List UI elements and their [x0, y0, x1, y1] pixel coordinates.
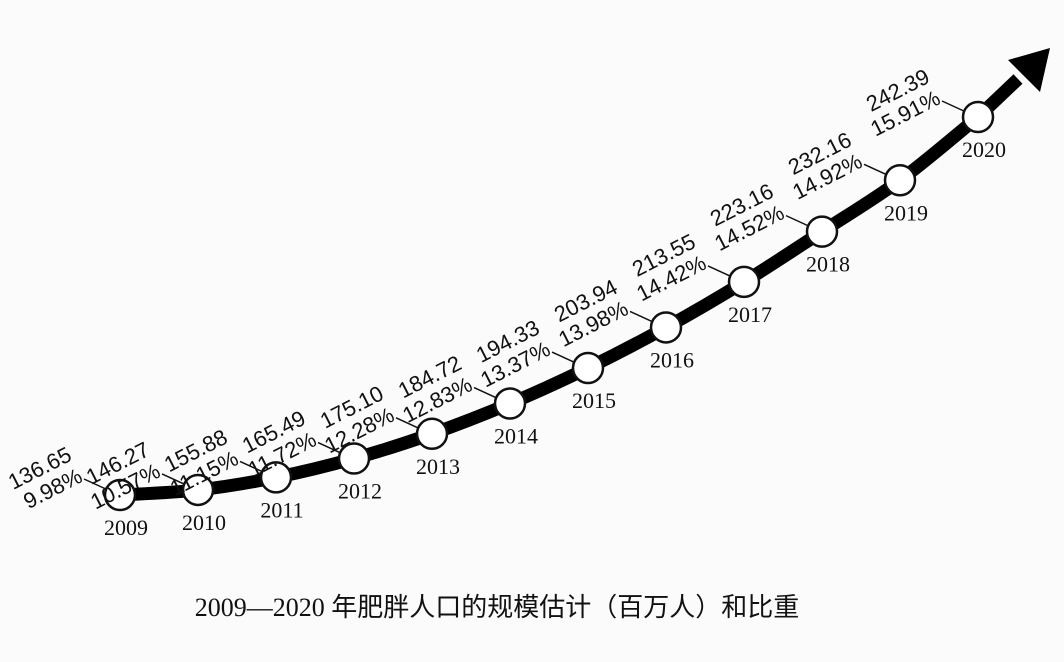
leader-line: [239, 460, 265, 474]
year-label: 2015: [572, 388, 616, 413]
point: [883, 164, 917, 197]
year-label: 2019: [884, 200, 928, 225]
year-label: 2011: [260, 497, 303, 522]
year-label: 2013: [416, 454, 460, 479]
point: [337, 442, 371, 475]
leader-line: [317, 441, 343, 455]
year-label: 2012: [338, 479, 382, 504]
leader-line: [551, 351, 577, 364]
leader-line: [83, 478, 109, 491]
chart-title: 2009—2020 年肥胖人口的规模估计（百万人）和比重: [195, 593, 800, 622]
point: [727, 265, 761, 299]
leader-line: [863, 163, 889, 176]
point: [103, 478, 137, 512]
leader-line: [941, 100, 967, 113]
point: [571, 351, 605, 385]
year-label: 2009: [104, 515, 148, 540]
point: [493, 387, 527, 420]
point: [415, 417, 449, 451]
arrow-head: [1008, 48, 1050, 92]
leader-line: [161, 473, 187, 486]
leader-line: [785, 214, 811, 228]
point: [259, 461, 293, 494]
leader-line: [629, 310, 655, 324]
point: [181, 473, 215, 507]
year-label: 2018: [806, 252, 850, 277]
year-label: 2014: [494, 424, 538, 449]
leader-line: [707, 265, 733, 278]
point: [961, 100, 995, 134]
leader-line: [473, 386, 499, 400]
year-label: 2016: [650, 347, 694, 372]
year-label: 2020: [962, 137, 1006, 162]
year-label: 2010: [182, 510, 226, 535]
point: [649, 311, 683, 344]
leader-line: [395, 417, 421, 430]
point: [805, 215, 839, 248]
year-label: 2017: [728, 302, 772, 327]
